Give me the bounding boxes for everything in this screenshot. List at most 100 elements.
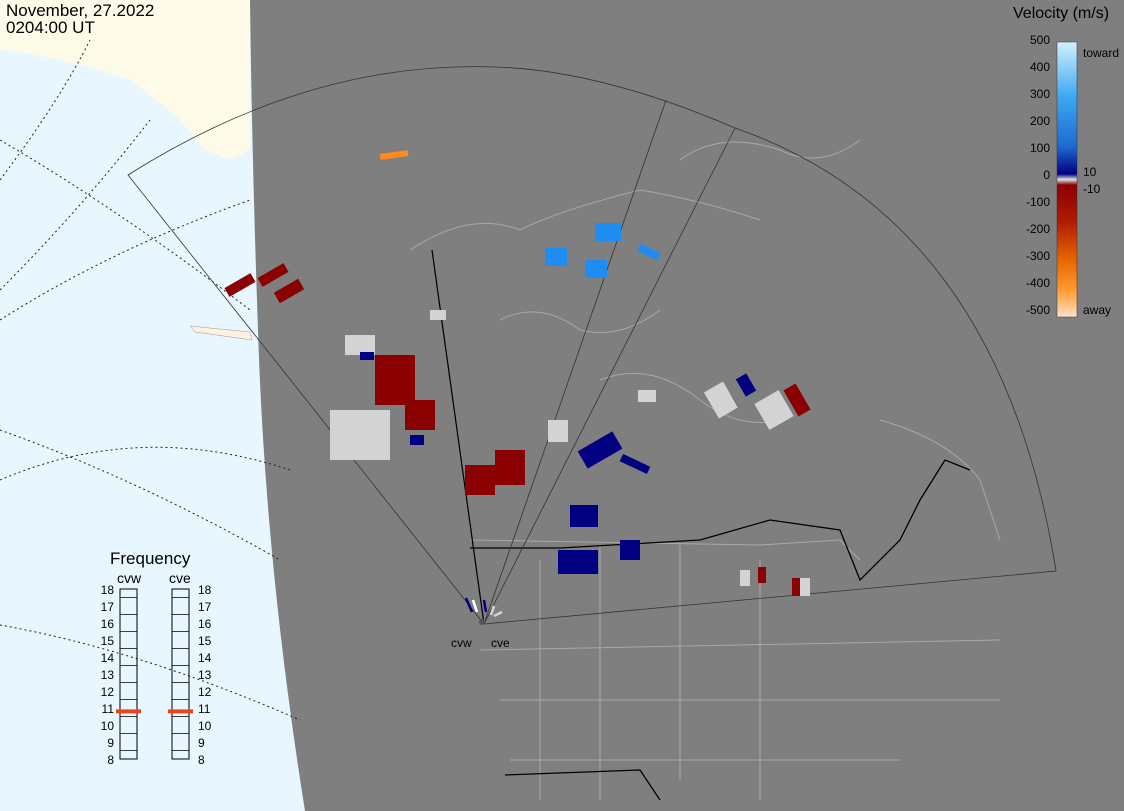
frequency-tick-label: 15 <box>198 634 212 648</box>
echo-cell <box>189 325 253 341</box>
frequency-radar-cvw: cvw <box>117 570 142 586</box>
echo-cell <box>430 310 446 320</box>
velocity-toward-label: toward <box>1083 46 1120 60</box>
fov-boundary <box>483 127 736 625</box>
frequency-tick-label: 10 <box>100 719 114 733</box>
fov-boundary <box>127 66 496 625</box>
echo-cell <box>273 278 305 304</box>
frequency-tick-label: 10 <box>198 719 212 733</box>
velocity-tick-label: -200 <box>1025 222 1050 236</box>
echo-cell <box>330 410 390 460</box>
echo-cell <box>545 248 567 266</box>
velocity-tick-label: 100 <box>1029 141 1050 155</box>
echo-cell <box>379 150 409 160</box>
echo-cell <box>740 570 750 586</box>
date-label: November, 27.2022 <box>6 1 155 20</box>
echo-cell <box>405 400 435 430</box>
echo-cell <box>703 381 739 419</box>
echo-cell <box>758 567 766 583</box>
velocity-away-label: away <box>1083 303 1112 317</box>
echo-cell <box>638 390 656 402</box>
graticule-line <box>0 139 251 311</box>
frequency-radar-cve: cve <box>169 570 191 586</box>
echo-cell <box>585 260 607 278</box>
frequency-tick-label: 13 <box>100 668 114 682</box>
graticule-line <box>0 39 91 181</box>
echo-cell <box>224 273 256 297</box>
echo-cell <box>735 373 757 397</box>
radar-site-marker <box>479 619 485 625</box>
echo-cell <box>495 450 525 485</box>
velocity-minus10-label: -10 <box>1083 182 1101 196</box>
border-line <box>409 189 761 251</box>
echo-cell <box>489 605 496 616</box>
border-line <box>679 139 861 161</box>
graticule-line <box>0 446 291 481</box>
frequency-tick-label: 9 <box>198 736 205 750</box>
echo-cell <box>548 420 568 442</box>
frequency-title: Frequency <box>110 549 191 568</box>
border-line <box>599 372 781 423</box>
echo-cell <box>570 505 598 527</box>
echo-cell <box>558 550 598 574</box>
echo-cell <box>464 597 474 613</box>
echo-cell <box>783 383 811 417</box>
frequency-tick-label: 8 <box>107 753 114 767</box>
frequency-tick-label: 11 <box>198 702 211 716</box>
velocity-title: Velocity (m/s) <box>1013 5 1110 22</box>
alaska-land <box>0 0 250 160</box>
echo-cell <box>257 263 289 287</box>
frequency-bar-cve <box>171 588 190 760</box>
echo-cell <box>410 435 424 445</box>
frequency-tick-label: 9 <box>107 736 114 750</box>
mexico-border <box>504 769 661 801</box>
site-label-cvw: cvw <box>451 636 472 650</box>
border-line <box>879 419 1001 541</box>
frequency-bars <box>116 588 193 760</box>
frequency-tick-label: 18 <box>100 583 114 597</box>
frequency-tick-label: 14 <box>198 651 212 665</box>
frequency-tick-label: 14 <box>100 651 114 665</box>
echo-cell <box>482 599 488 613</box>
echo-cell <box>577 431 623 469</box>
echo-cell <box>595 223 621 241</box>
velocity-tick-label: 400 <box>1029 60 1050 74</box>
velocity-plus10-label: 10 <box>1083 165 1097 179</box>
echo-cell <box>620 540 640 560</box>
frequency-bar-cvw <box>119 588 138 760</box>
velocity-tick-label: 200 <box>1029 114 1050 128</box>
frequency-tick-label: 16 <box>100 617 114 631</box>
night-side-region <box>250 0 1124 811</box>
echo-cell <box>637 243 661 261</box>
echo-cell <box>619 454 651 474</box>
frequency-tick-label: 18 <box>198 583 212 597</box>
frequency-tick-label: 12 <box>198 685 212 699</box>
echo-cell <box>800 578 810 596</box>
graticule <box>0 39 301 721</box>
velocity-tick-label: -500 <box>1025 303 1050 317</box>
time-label: 0204:00 UT <box>6 18 95 37</box>
velocity-colorbar <box>1056 41 1078 318</box>
frequency-marker-cvw <box>116 709 141 714</box>
state-borders <box>409 139 1001 800</box>
site-label-cve: cve <box>491 636 510 650</box>
velocity-tick-label: 500 <box>1029 33 1050 47</box>
velocity-tick-label: -400 <box>1025 276 1050 290</box>
fov-boundary <box>483 66 1057 625</box>
border-line <box>469 539 861 561</box>
echo-cell <box>493 610 503 618</box>
velocity-tick-label: 0 <box>1043 168 1050 182</box>
radar-echoes <box>189 150 811 618</box>
velocity-tick-label: 300 <box>1029 87 1050 101</box>
echo-cell <box>792 578 800 596</box>
fov-boundary <box>483 99 667 625</box>
graticule-line <box>0 199 251 321</box>
echo-cell <box>345 335 375 355</box>
frequency-tick-label: 12 <box>100 685 114 699</box>
frequency-tick-label: 16 <box>198 617 212 631</box>
echo-cell <box>754 390 794 430</box>
echo-cell <box>471 599 479 613</box>
graticule-line <box>0 624 301 721</box>
velocity-tick-label: -100 <box>1025 195 1050 209</box>
